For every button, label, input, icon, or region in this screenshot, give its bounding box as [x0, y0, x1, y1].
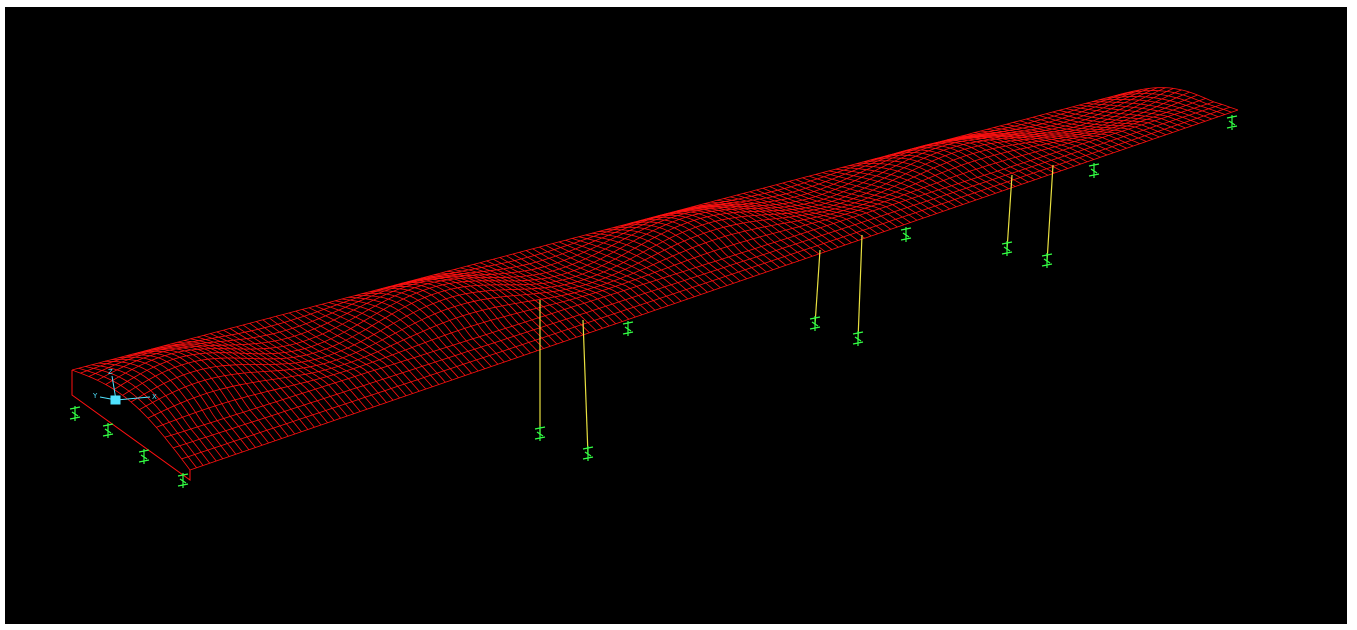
axis-z-label: Z	[108, 368, 113, 376]
axis-y-label: Y	[92, 392, 98, 400]
viewport	[5, 7, 1347, 624]
model-view: Z X Y	[0, 0, 1357, 630]
axis-x-label: X	[152, 393, 157, 401]
origin	[111, 396, 120, 404]
